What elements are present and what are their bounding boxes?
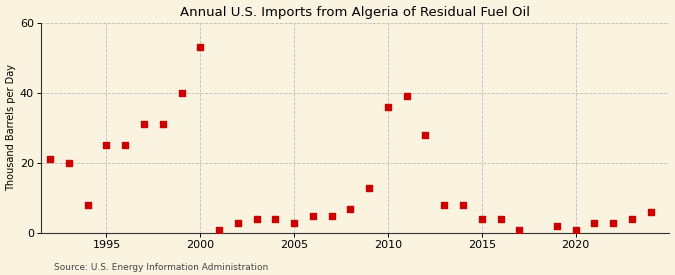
Point xyxy=(589,221,600,225)
Point xyxy=(101,143,112,148)
Point xyxy=(251,217,262,221)
Point xyxy=(420,133,431,137)
Point xyxy=(645,210,656,214)
Point xyxy=(364,185,375,190)
Point xyxy=(570,227,581,232)
Point xyxy=(176,90,187,95)
Point xyxy=(195,45,206,49)
Y-axis label: Thousand Barrels per Day: Thousand Barrels per Day xyxy=(5,64,16,191)
Point xyxy=(45,157,55,162)
Point xyxy=(63,161,74,165)
Point xyxy=(345,207,356,211)
Point xyxy=(270,217,281,221)
Point xyxy=(402,94,412,98)
Point xyxy=(289,221,300,225)
Point xyxy=(308,213,319,218)
Point xyxy=(514,227,524,232)
Point xyxy=(551,224,562,229)
Point xyxy=(495,217,506,221)
Point xyxy=(383,104,394,109)
Point xyxy=(477,217,487,221)
Point xyxy=(232,221,243,225)
Text: Source: U.S. Energy Information Administration: Source: U.S. Energy Information Administ… xyxy=(54,263,268,272)
Point xyxy=(82,203,93,207)
Point xyxy=(608,221,618,225)
Point xyxy=(626,217,637,221)
Point xyxy=(120,143,131,148)
Point xyxy=(439,203,450,207)
Point xyxy=(138,122,149,127)
Point xyxy=(326,213,337,218)
Point xyxy=(157,122,168,127)
Point xyxy=(214,227,225,232)
Title: Annual U.S. Imports from Algeria of Residual Fuel Oil: Annual U.S. Imports from Algeria of Resi… xyxy=(180,6,530,18)
Point xyxy=(458,203,468,207)
